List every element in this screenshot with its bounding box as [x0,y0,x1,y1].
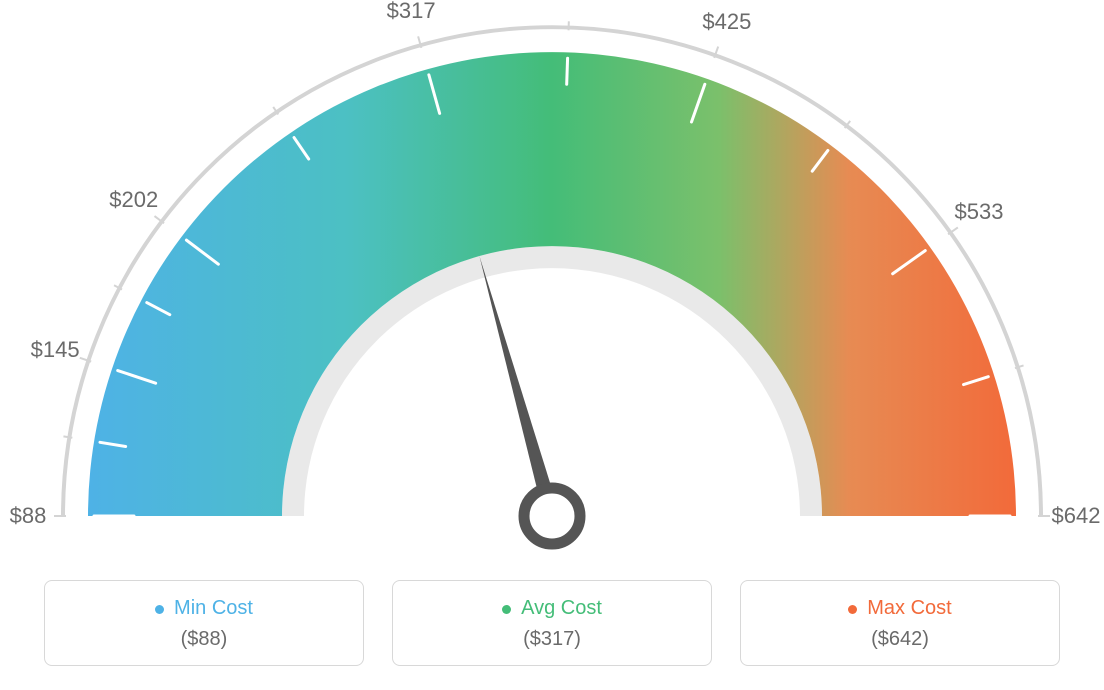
gauge-tick-label: $533 [955,199,1004,225]
legend-avg-value: ($317) [403,628,701,651]
gauge-tick-label: $317 [387,0,436,24]
gauge-tick-label: $145 [31,337,80,363]
legend-max-card: Max Cost ($642) [740,580,1060,666]
legend-avg-card: Avg Cost ($317) [392,580,712,666]
legend-min-label: Min Cost [174,597,253,620]
legend-min-title: Min Cost [155,597,253,620]
gauge-tick-label: $642 [1052,503,1101,529]
dot-icon [848,605,857,614]
legend-max-value: ($642) [751,628,1049,651]
dot-icon [155,605,164,614]
legend-min-card: Min Cost ($88) [44,580,364,666]
legend: Min Cost ($88) Avg Cost ($317) Max Cost … [0,580,1104,666]
gauge-tick-label: $88 [10,503,47,529]
gauge-tick-label: $202 [109,187,158,213]
legend-max-title: Max Cost [848,597,951,620]
legend-min-value: ($88) [55,628,353,651]
gauge-tick-label: $425 [702,9,751,35]
gauge-svg [0,0,1104,560]
dot-icon [502,605,511,614]
legend-avg-title: Avg Cost [502,597,602,620]
legend-avg-label: Avg Cost [521,597,602,620]
cost-gauge: $88 $145 $202 $317 $425 $533 $642 [0,0,1104,560]
legend-max-label: Max Cost [867,597,951,620]
